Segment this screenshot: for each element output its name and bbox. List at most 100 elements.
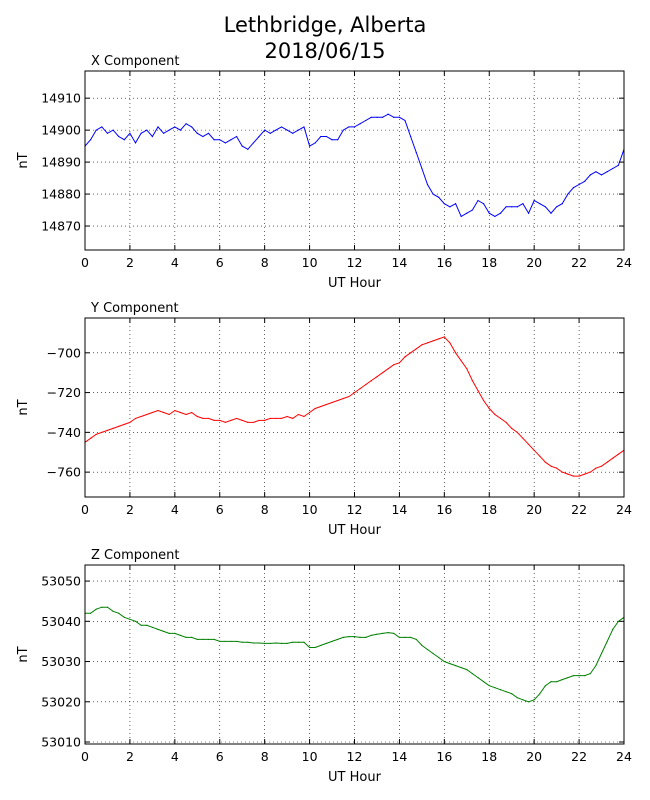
data-point [387, 631, 389, 634]
data-point [348, 636, 350, 638]
data-point [533, 449, 535, 451]
data-point [134, 417, 137, 420]
data-point [213, 419, 215, 422]
data-point [168, 129, 170, 131]
data-point [550, 465, 552, 467]
data-point [219, 419, 221, 422]
data-point [381, 632, 384, 634]
x-tick-label: 6 [216, 749, 224, 764]
data-point [252, 421, 255, 424]
data-point [606, 640, 608, 643]
data-point [584, 180, 586, 182]
data-point [516, 206, 518, 208]
data-point [308, 145, 311, 147]
data-point [539, 693, 541, 695]
data-point [286, 415, 288, 418]
x-tick-label: 0 [81, 502, 89, 517]
x-axis-label: UT Hour [328, 523, 382, 538]
data-point [213, 139, 215, 141]
data-point [606, 461, 608, 463]
data-point [527, 212, 530, 214]
data-point [494, 687, 496, 689]
data-point [112, 427, 114, 429]
y-tick-label: −720 [47, 385, 81, 400]
data-point [376, 116, 378, 118]
data-point [432, 652, 434, 655]
y-axis-label: nT [16, 646, 31, 662]
data-point [140, 624, 142, 626]
x-tick-label: 2 [126, 502, 134, 517]
data-point [303, 415, 305, 418]
x-tick-label: 12 [347, 255, 363, 270]
data-point [179, 129, 182, 131]
data-point [460, 360, 462, 362]
data-point [314, 407, 316, 410]
data-point [365, 636, 367, 639]
data-point [567, 193, 569, 195]
data-point [196, 638, 198, 641]
data-point [426, 648, 429, 651]
data-point [235, 135, 238, 138]
data-point [308, 411, 311, 414]
data-point [129, 421, 131, 424]
data-point [146, 413, 148, 416]
data-point [258, 642, 260, 644]
data-point [325, 135, 328, 138]
data-point [140, 415, 142, 418]
data-point [258, 419, 260, 422]
x-tick-label: 22 [571, 255, 587, 270]
data-point [163, 411, 165, 414]
x-tick-label: 6 [216, 502, 224, 517]
data-point [415, 348, 417, 350]
x-tick-label: 14 [391, 502, 407, 517]
data-point [415, 638, 417, 641]
data-point [185, 123, 187, 125]
data-point [157, 126, 159, 128]
data-point [157, 628, 159, 630]
x-tick-label: 10 [302, 502, 318, 517]
data-point [269, 132, 271, 134]
data-point [499, 689, 502, 691]
data-point [219, 640, 221, 643]
data-point [275, 417, 277, 420]
x-tick-label: 24 [616, 749, 632, 764]
data-point [365, 119, 367, 122]
data-point [556, 206, 558, 208]
data-point [499, 212, 502, 214]
data-point [539, 203, 541, 205]
x-tick-label: 12 [347, 502, 363, 517]
data-point [454, 352, 457, 354]
data-point [252, 642, 255, 644]
data-point [258, 135, 260, 138]
data-point [196, 132, 198, 134]
data-point [404, 356, 406, 358]
data-point [196, 415, 198, 418]
data-point [112, 610, 114, 612]
data-point [359, 123, 361, 125]
y-tick-label: 53020 [41, 694, 81, 709]
data-point [393, 116, 395, 118]
data-point [370, 634, 372, 636]
data-point [376, 633, 378, 635]
x-tick-label: 18 [481, 255, 497, 270]
y-tick-label: 14910 [41, 91, 81, 106]
data-point [466, 212, 468, 214]
x-tick-label: 8 [261, 502, 269, 517]
data-point [320, 644, 322, 647]
data-point [230, 419, 232, 422]
x-tick-label: 4 [171, 502, 179, 517]
data-point [443, 660, 445, 663]
x-tick-label: 2 [126, 255, 134, 270]
data-point [460, 215, 462, 218]
data-point [398, 636, 401, 639]
data-point [522, 437, 524, 439]
data-point [595, 467, 597, 469]
y-tick-label: 14870 [41, 219, 81, 234]
data-point [219, 139, 221, 141]
data-point [174, 126, 176, 128]
data-point [589, 673, 591, 675]
x-axis-label: UT Hour [328, 276, 382, 291]
x-tick-label: 20 [526, 749, 542, 764]
data-point [466, 668, 468, 671]
